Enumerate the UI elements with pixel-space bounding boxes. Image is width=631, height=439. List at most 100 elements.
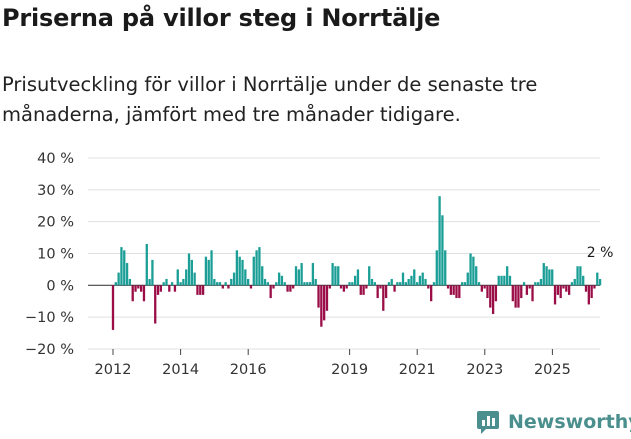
y-tick-label: 30 %	[37, 183, 74, 199]
bar	[235, 250, 239, 286]
bar	[252, 256, 255, 286]
bar	[272, 285, 275, 289]
bar	[387, 282, 391, 286]
bar	[553, 285, 557, 305]
bar	[162, 282, 165, 286]
bar	[576, 266, 579, 286]
bar	[368, 266, 371, 286]
bar	[165, 278, 168, 286]
bar	[261, 266, 264, 286]
bar	[156, 285, 160, 295]
bar	[545, 266, 548, 286]
bar	[201, 285, 205, 295]
bar	[477, 282, 481, 286]
x-tick-label: 2019	[331, 362, 368, 378]
bar	[565, 285, 568, 292]
bar	[342, 285, 346, 292]
bar	[390, 278, 393, 286]
bar	[418, 275, 422, 286]
bar	[207, 259, 210, 286]
bar	[289, 285, 292, 292]
y-tick-label: 0 %	[46, 278, 74, 294]
subtitle-line-2: månaderna, jämfört med tre månader tidig…	[2, 103, 461, 126]
bar	[469, 253, 472, 286]
x-tick-label: 2025	[534, 362, 571, 378]
bar	[213, 278, 216, 286]
bar	[396, 282, 399, 286]
bar	[353, 275, 357, 286]
bar	[323, 285, 326, 321]
bar	[145, 243, 148, 286]
x-tick-label: 2021	[399, 362, 436, 378]
bar	[503, 275, 506, 286]
bar	[430, 285, 433, 302]
bar	[185, 269, 188, 286]
bar	[210, 250, 213, 286]
bar	[548, 269, 551, 286]
bar	[511, 285, 514, 302]
bar	[277, 272, 281, 286]
bar	[334, 266, 337, 286]
bar	[179, 282, 182, 286]
bar	[337, 266, 340, 286]
bar	[283, 282, 286, 286]
bar	[435, 250, 438, 286]
bar	[458, 285, 461, 299]
bar	[598, 278, 602, 286]
bar	[292, 285, 295, 289]
bar	[314, 278, 317, 286]
bar	[494, 285, 498, 302]
bar	[517, 285, 520, 308]
bar	[379, 285, 382, 289]
bar	[570, 282, 574, 286]
bar	[556, 285, 560, 295]
bar	[567, 285, 571, 295]
bar	[376, 285, 379, 299]
bar	[328, 285, 331, 289]
bar	[539, 278, 543, 286]
bar	[522, 282, 526, 286]
bar	[196, 285, 199, 295]
bar	[294, 266, 298, 286]
bar	[311, 263, 315, 286]
bar	[582, 275, 585, 286]
bar	[446, 285, 450, 289]
bar	[424, 278, 427, 286]
bar	[587, 285, 590, 305]
bar	[370, 278, 374, 286]
bar	[497, 275, 500, 286]
bar	[351, 282, 354, 286]
bar	[441, 215, 444, 286]
bar	[269, 285, 272, 299]
bar	[356, 269, 360, 286]
bar	[140, 285, 143, 292]
bar	[193, 272, 196, 286]
bar	[325, 285, 329, 311]
bar	[246, 278, 250, 286]
y-tick-label: 10 %	[37, 247, 74, 263]
bar	[151, 259, 154, 286]
y-tick-label: 40 %	[37, 151, 74, 167]
bar	[216, 282, 219, 286]
bar	[393, 285, 396, 292]
bar	[123, 250, 126, 286]
bar	[475, 266, 478, 286]
bar	[365, 285, 368, 289]
bar	[596, 272, 599, 286]
bar	[410, 275, 413, 286]
bar	[421, 272, 424, 286]
chart-bars	[111, 196, 602, 330]
bar	[345, 285, 348, 289]
x-tick-label: 2023	[466, 362, 503, 378]
bar	[542, 263, 545, 286]
bar	[286, 285, 289, 292]
bar	[491, 285, 495, 314]
y-axis-ticks: 40 % 30 % 20 % 10 % 0 % −10 % −20 %	[25, 151, 74, 358]
bar	[407, 278, 410, 286]
bar	[500, 275, 503, 286]
bar	[111, 285, 115, 330]
newsworthy-logo[interactable]: Newsworthy	[475, 409, 631, 435]
bar	[520, 285, 523, 299]
bar	[232, 272, 236, 286]
bar	[190, 259, 193, 286]
